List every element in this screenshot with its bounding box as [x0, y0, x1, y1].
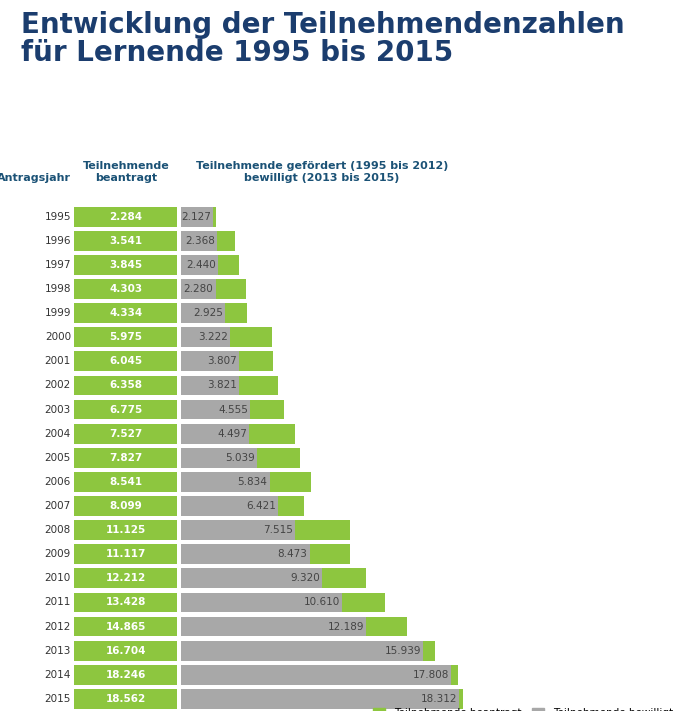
Bar [74, 689, 177, 709]
Bar [213, 207, 216, 227]
Text: 3.821: 3.821 [207, 380, 237, 390]
Text: 5.975: 5.975 [109, 332, 143, 342]
Text: 2003: 2003 [45, 405, 71, 415]
Text: 2.368: 2.368 [185, 236, 215, 246]
Text: Entwicklung der Teilnehmendenzahlen: Entwicklung der Teilnehmendenzahlen [21, 11, 624, 38]
Text: 2012: 2012 [45, 621, 71, 631]
Bar [74, 592, 177, 612]
Bar [216, 279, 246, 299]
Bar [181, 665, 452, 685]
Bar [181, 424, 249, 444]
Text: 7.515: 7.515 [263, 525, 293, 535]
Text: 16.704: 16.704 [106, 646, 146, 656]
Text: 6.775: 6.775 [109, 405, 143, 415]
Bar [239, 351, 273, 371]
Bar [74, 472, 177, 492]
Bar [74, 520, 177, 540]
Text: 3.541: 3.541 [109, 236, 143, 246]
Text: 5.039: 5.039 [226, 453, 255, 463]
Text: 1997: 1997 [45, 260, 71, 270]
Bar [74, 616, 177, 636]
Text: 12.212: 12.212 [106, 573, 146, 584]
Bar [74, 327, 177, 347]
Bar [74, 231, 177, 251]
Text: 2013: 2013 [45, 646, 71, 656]
Bar [181, 520, 295, 540]
Text: 12.189: 12.189 [328, 621, 364, 631]
Bar [218, 255, 239, 275]
Text: 6.045: 6.045 [109, 356, 143, 366]
Text: 3.222: 3.222 [198, 332, 228, 342]
Bar [181, 351, 239, 371]
Text: 18.562: 18.562 [106, 694, 146, 704]
Text: 2014: 2014 [45, 670, 71, 680]
Bar [74, 375, 177, 395]
Bar [269, 472, 310, 492]
Bar [74, 351, 177, 371]
Text: 7.827: 7.827 [109, 453, 143, 463]
Bar [74, 279, 177, 299]
Bar [181, 304, 226, 323]
Bar [181, 400, 250, 419]
Bar [230, 327, 271, 347]
Bar [181, 472, 269, 492]
Text: 18.312: 18.312 [420, 694, 457, 704]
Bar [423, 641, 434, 661]
Text: 2.440: 2.440 [186, 260, 216, 270]
Text: 2002: 2002 [45, 380, 71, 390]
Text: 2005: 2005 [45, 453, 71, 463]
Bar [310, 545, 350, 564]
Text: 1995: 1995 [45, 212, 71, 222]
Text: 4.555: 4.555 [218, 405, 248, 415]
Bar [181, 569, 322, 588]
Bar [226, 304, 247, 323]
Bar [74, 496, 177, 516]
Bar [74, 207, 177, 227]
Text: 3.845: 3.845 [109, 260, 143, 270]
Bar [74, 641, 177, 661]
Text: 2008: 2008 [45, 525, 71, 535]
Text: 1996: 1996 [45, 236, 71, 246]
Bar [181, 545, 310, 564]
Text: 2.280: 2.280 [184, 284, 214, 294]
Bar [181, 592, 342, 612]
Bar [239, 375, 278, 395]
Bar [258, 448, 300, 468]
Text: 13.428: 13.428 [106, 597, 146, 607]
Text: 4.303: 4.303 [109, 284, 143, 294]
Text: 2.925: 2.925 [193, 308, 223, 318]
Text: 2009: 2009 [45, 550, 71, 560]
Text: 8.541: 8.541 [109, 477, 143, 487]
Bar [74, 569, 177, 588]
Bar [459, 689, 463, 709]
Text: 2007: 2007 [45, 501, 71, 511]
Bar [452, 665, 458, 685]
Text: für Lernende 1995 bis 2015: für Lernende 1995 bis 2015 [21, 39, 453, 67]
Bar [181, 641, 423, 661]
Text: 3.807: 3.807 [207, 356, 237, 366]
Bar [74, 545, 177, 564]
Bar [250, 400, 284, 419]
Bar [74, 255, 177, 275]
Text: 14.865: 14.865 [106, 621, 146, 631]
Text: Teilnehmende gefördert (1995 bis 2012)
bewilligt (2013 bis 2015): Teilnehmende gefördert (1995 bis 2012) b… [196, 161, 448, 183]
Bar [74, 424, 177, 444]
Text: 15.939: 15.939 [384, 646, 421, 656]
Bar [181, 616, 366, 636]
Text: 6.421: 6.421 [246, 501, 276, 511]
Bar [181, 231, 217, 251]
Text: 11.125: 11.125 [106, 525, 146, 535]
Bar [249, 424, 295, 444]
Text: 18.246: 18.246 [106, 670, 146, 680]
Text: 4.334: 4.334 [109, 308, 143, 318]
Bar [342, 592, 385, 612]
Text: 2001: 2001 [45, 356, 71, 366]
Bar [181, 207, 213, 227]
Text: 11.117: 11.117 [106, 550, 146, 560]
Bar [181, 279, 216, 299]
Legend: Teilnehmende beantragt, Teilnehmende bewilligt: Teilnehmende beantragt, Teilnehmende bew… [369, 704, 677, 711]
Text: 2004: 2004 [45, 429, 71, 439]
Bar [295, 520, 350, 540]
Text: Antragsjahr: Antragsjahr [0, 173, 71, 183]
Text: 2015: 2015 [45, 694, 71, 704]
